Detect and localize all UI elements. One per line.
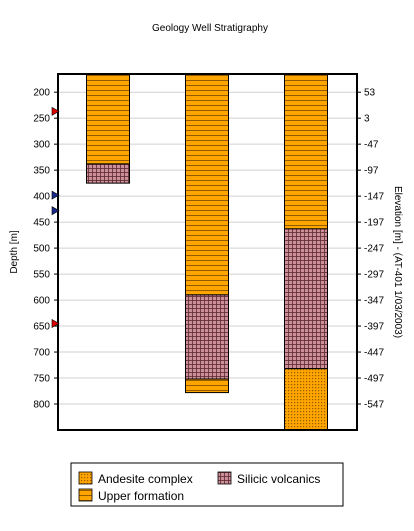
right-tick-label: -197	[364, 218, 384, 229]
depth-marker	[51, 318, 60, 328]
layer-silicic-volcanics	[284, 228, 328, 370]
right-tick-label: -347	[364, 296, 384, 307]
left-tick-label: 600	[33, 296, 50, 307]
left-tick-label: 700	[33, 348, 50, 359]
y-axis-title-right: Elevation [m] - (AT-401 1/03/2003)	[392, 186, 403, 338]
layer-upper-formation	[86, 73, 130, 165]
legend-label-silicic: Silicic volcanics	[237, 472, 320, 486]
legend-label-upper: Upper formation	[98, 489, 184, 503]
legend-swatch-upper	[78, 488, 93, 502]
right-tick-label: -47	[364, 140, 379, 151]
plot-frame	[57, 73, 358, 431]
right-tick-label: -147	[364, 192, 384, 203]
left-tick-label: 250	[33, 114, 50, 125]
right-tick-label: -297	[364, 270, 384, 281]
right-tick-label: -97	[364, 166, 379, 177]
wells	[86, 73, 328, 431]
right-tick-label: -447	[364, 348, 384, 359]
well-column	[284, 73, 328, 431]
chart-title: Geology Well Stratigraphy	[152, 23, 268, 34]
right-tick-label: 53	[364, 88, 376, 99]
left-tick-label: 800	[33, 400, 50, 411]
left-tick-label: 650	[33, 322, 50, 333]
left-tick-label: 400	[33, 192, 50, 203]
left-tick-label: 750	[33, 374, 50, 385]
right-tick-label: -497	[364, 374, 384, 385]
well-markers	[51, 106, 60, 328]
right-tick-label: 3	[364, 114, 370, 125]
legend-box	[70, 462, 344, 507]
legend-swatch-silicic	[217, 471, 232, 485]
left-tick-label: 450	[33, 218, 50, 229]
right-axis: 53 3 -47 -97 -147 -197 -247 -297 -347 -397 -447 -49…	[357, 88, 384, 411]
well-column	[185, 73, 229, 394]
left-tick-label: 350	[33, 166, 50, 177]
y-axis-title-left: Depth [m]	[9, 230, 20, 274]
depth-marker	[51, 106, 60, 116]
layer-andesite-complex	[284, 368, 328, 431]
well-column	[86, 73, 130, 184]
right-tick-label: -247	[364, 244, 384, 255]
layer-upper-formation	[185, 378, 229, 394]
legend: Andesite complex Silicic volcanics Upper…	[70, 462, 344, 507]
legend-swatch-andesite	[78, 471, 93, 485]
left-tick-label: 500	[33, 244, 50, 255]
layer-upper-formation	[185, 73, 229, 296]
depth-marker	[51, 190, 60, 200]
depth-marker	[51, 206, 60, 216]
left-tick-label: 300	[33, 140, 50, 151]
left-axis: 200 250 300 350 400 450 500 550 600 650 700 750 800	[33, 88, 58, 411]
left-tick-label: 200	[33, 88, 50, 99]
right-tick-label: -547	[364, 400, 384, 411]
legend-label-andesite: Andesite complex	[98, 472, 193, 486]
layer-upper-formation	[284, 73, 328, 230]
right-tick-label: -397	[364, 322, 384, 333]
layer-silicic-volcanics	[185, 294, 229, 380]
layer-silicic-volcanics	[86, 163, 130, 184]
left-tick-label: 550	[33, 270, 50, 281]
